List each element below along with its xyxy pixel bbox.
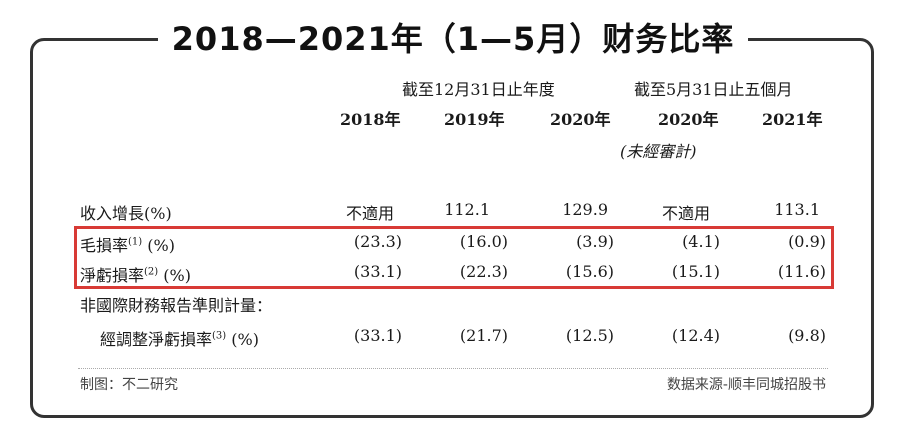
row-label-gross-loss-rate: 毛損率(1) (%) [80, 236, 175, 255]
cell-revenue-growth-2020: 129.9 [562, 200, 608, 219]
header-group-annual: 截至12月31日止年度 [402, 80, 555, 99]
cell-revenue-growth-2018: 不適用 [345, 204, 394, 223]
year-header-2020-ytd: 2020年 [658, 110, 719, 129]
cell-adj-net-loss-2018: (33.1) [353, 326, 402, 345]
year-header-2019: 2019年 [444, 110, 505, 129]
cell-net-loss-2019: (22.3) [459, 262, 508, 281]
highlight-box [74, 226, 834, 289]
row-label-non-ifrs: 非國際財務報告準則計量： [80, 296, 273, 315]
cell-gross-loss-2019: (16.0) [459, 232, 508, 251]
footer-credit: 制图：不二研究 [80, 377, 178, 393]
cell-gross-loss-2020-ytd: (4.1) [682, 232, 720, 251]
cell-gross-loss-2020: (3.9) [576, 232, 614, 251]
footer-divider [78, 368, 828, 369]
year-header-2020: 2020年 [550, 110, 611, 129]
cell-revenue-growth-2021-ytd: 113.1 [774, 200, 820, 219]
year-header-2021-ytd: 2021年 [762, 110, 823, 129]
cell-adj-net-loss-2020: (12.5) [565, 326, 614, 345]
unaudited-note: (未經審計) [620, 142, 697, 161]
cell-net-loss-2020-ytd: (15.1) [671, 262, 720, 281]
title-wrap: 2018—2021年（1—5月）财务比率 [0, 14, 906, 60]
page-title: 2018—2021年（1—5月）财务比率 [157, 14, 749, 60]
cell-gross-loss-2018: (23.3) [353, 232, 402, 251]
cell-net-loss-2018: (33.1) [353, 262, 402, 281]
cell-adj-net-loss-2019: (21.7) [459, 326, 508, 345]
row-label-net-loss-rate: 淨虧損率(2) (%) [80, 266, 191, 285]
cell-net-loss-2021-ytd: (11.6) [777, 262, 826, 281]
header-group-five-months: 截至5月31日止五個月 [634, 80, 793, 99]
year-header-2018: 2018年 [340, 110, 401, 129]
cell-revenue-growth-2019: 112.1 [444, 200, 490, 219]
row-label-revenue-growth: 收入增長(%) [80, 204, 172, 223]
cell-revenue-growth-2020-ytd: 不適用 [661, 204, 710, 223]
cell-adj-net-loss-2021-ytd: (9.8) [788, 326, 826, 345]
cell-adj-net-loss-2020-ytd: (12.4) [671, 326, 720, 345]
cell-net-loss-2020: (15.6) [565, 262, 614, 281]
footer-source: 数据来源-顺丰同城招股书 [666, 377, 826, 393]
row-label-adjusted-net-loss-rate: 經調整淨虧損率(3) (%) [100, 330, 259, 349]
cell-gross-loss-2021-ytd: (0.9) [788, 232, 826, 251]
